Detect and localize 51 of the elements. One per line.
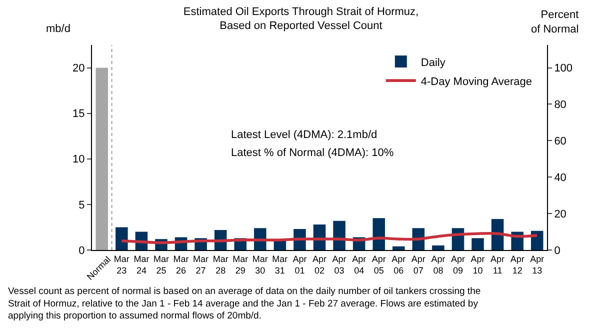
- x-tick-label: Mar 24: [134, 254, 150, 276]
- y2-tick-label: 20: [554, 208, 566, 220]
- bar: [116, 227, 128, 250]
- x-tick-label: Mar 29: [232, 254, 248, 276]
- x-tick-label: Mar 30: [252, 254, 268, 276]
- x-tick-label: Mar 28: [212, 254, 228, 276]
- bar: [96, 68, 108, 250]
- x-tick-label: Apr 03: [332, 254, 346, 276]
- bar: [432, 245, 444, 250]
- x-tick-label: Apr 05: [372, 254, 386, 276]
- x-tick-label: Apr 07: [411, 254, 426, 276]
- bar: [530, 230, 544, 250]
- legend-label: 4-Day Moving Average: [420, 76, 532, 88]
- x-tick-label: Apr 12: [510, 254, 524, 276]
- x-tick-label: Apr 11: [490, 254, 505, 276]
- x-tick-label: Apr 04: [352, 254, 366, 276]
- x-tick-label: Mar 25: [153, 254, 169, 276]
- bar: [372, 218, 385, 250]
- x-tick-label: Mar 23: [114, 254, 130, 276]
- chart-title: Estimated Oil Exports Through Strait of Hormuz, Based on Reported Vessel Count: [183, 6, 419, 32]
- y2-tick-label: 60: [554, 136, 566, 148]
- x-tick-label: Apr 01: [292, 254, 307, 276]
- y-tick-label: 5: [78, 199, 85, 212]
- x-tick-label: Mar 31: [272, 254, 288, 276]
- x-tick-label: Apr 02: [312, 254, 327, 276]
- x-tick-label: Mar 26: [173, 254, 189, 276]
- y2-tick-label: 0: [554, 244, 560, 257]
- y2-axis-title: Percent of Normal: [531, 9, 579, 36]
- annotation: Latest % of Normal (4DMA): 10%: [231, 147, 394, 159]
- y2-tick-label: 80: [554, 99, 566, 112]
- x-tick-label: Apr 08: [431, 254, 446, 276]
- x-tick-label: Apr 10: [470, 254, 485, 276]
- bar: [472, 238, 484, 250]
- y-axis-title: mb/d: [46, 23, 70, 35]
- text: Vessel count as percent of normal is based on an average of data on the daily number of oil tankers crossing the Strait of Hormuz, relative to the Jan 1 - Feb 14 average and the Jan 1 - Feb 27 average. Flows are estimated by applying this proportion to assumed normal flows of 20mb/d.: [8, 286, 481, 322]
- bar: [392, 246, 405, 250]
- y-tick-label: 15: [72, 108, 85, 120]
- y-tick-label: 20: [72, 62, 85, 75]
- line-series: [120, 232, 539, 244]
- y-tick-label: 0: [78, 244, 85, 257]
- x-tick-label: Apr 06: [392, 254, 406, 276]
- y2-tick-label: 40: [554, 172, 566, 184]
- x-tick-label: Mar 27: [193, 254, 209, 276]
- x-tick-label: Apr 13: [530, 254, 544, 276]
- bar: [274, 240, 286, 250]
- annotation: Latest Level (4DMA): 2.1mb/d: [231, 129, 378, 141]
- x-tick-label: Apr 09: [450, 254, 465, 276]
- y-tick-label: 10: [72, 154, 85, 166]
- legend-label: Daily: [420, 56, 446, 69]
- bar: [333, 220, 346, 250]
- y2-tick-label: 100: [554, 62, 573, 75]
